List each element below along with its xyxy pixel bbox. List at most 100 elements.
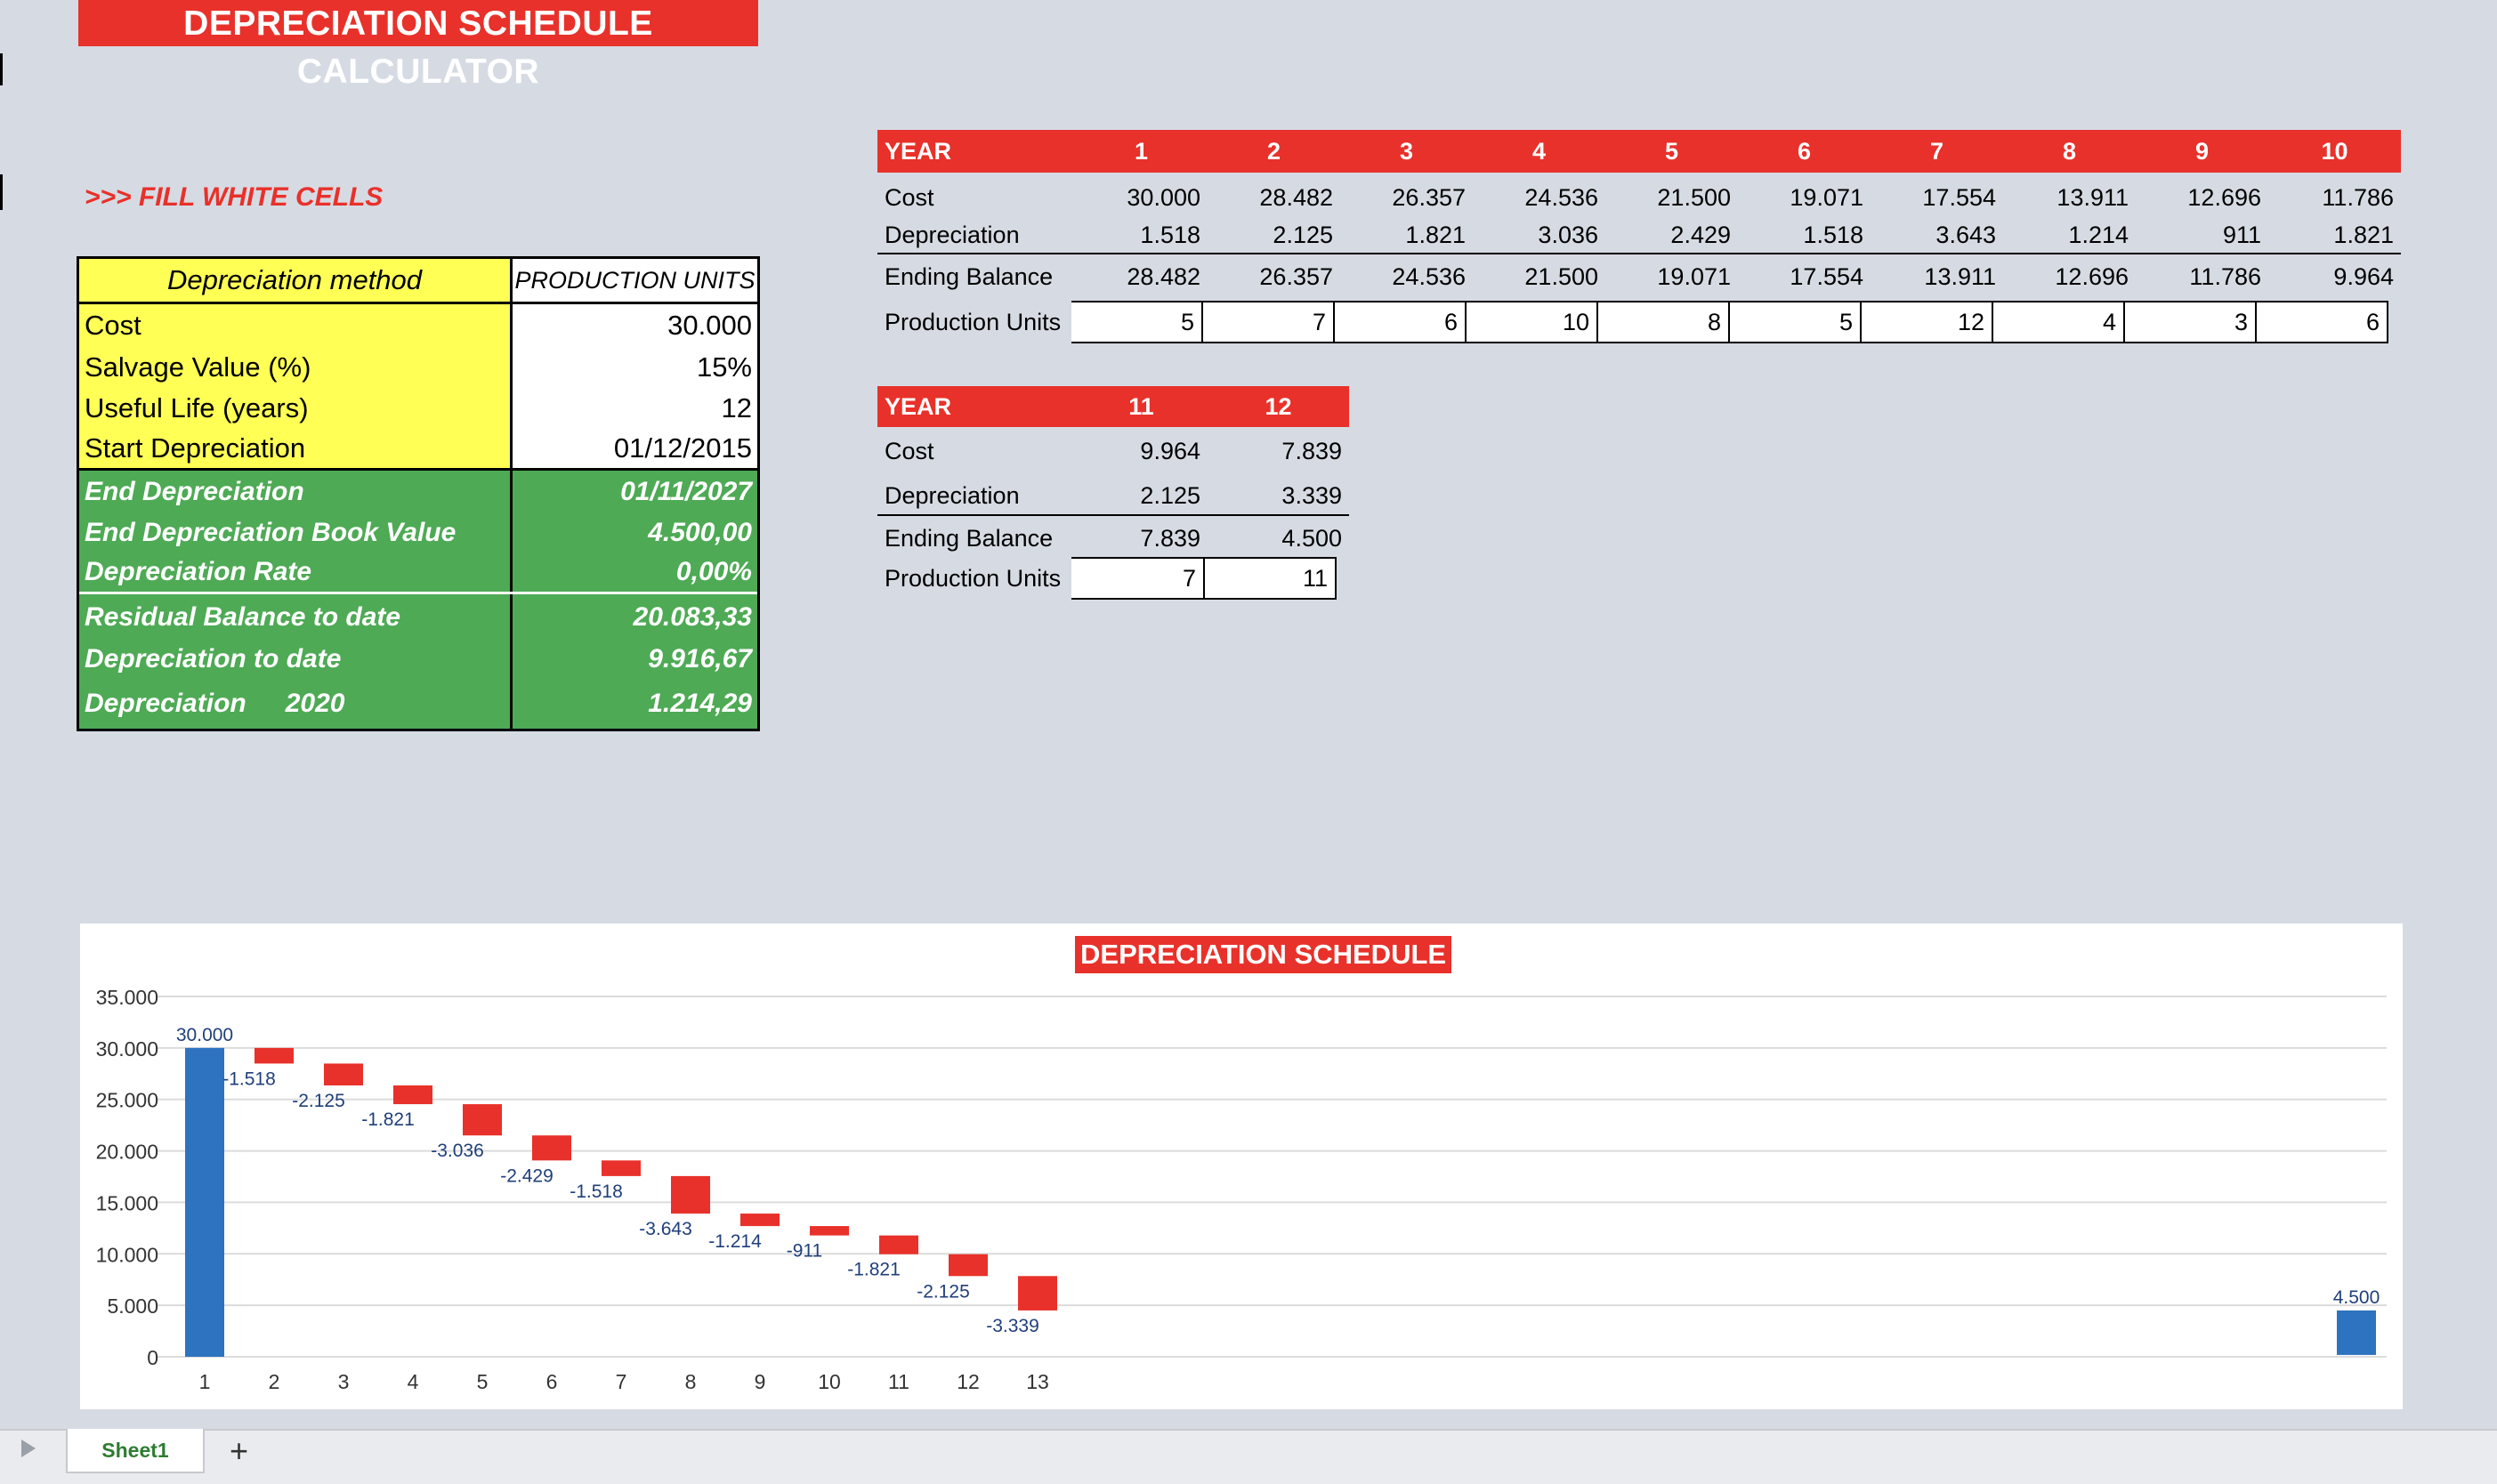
year-cell: 4 — [1531, 137, 1547, 165]
production-units-input[interactable]: 3 — [2125, 301, 2257, 343]
production-units-input[interactable]: 4 — [1993, 301, 2125, 343]
ending-balance-cell: 28.482 — [1127, 262, 1200, 290]
data-label: 4.500 — [2333, 1287, 2380, 1308]
production-units-input[interactable]: 10 — [1467, 301, 1598, 343]
year-cell: 11 — [1128, 392, 1154, 420]
dep-year-label-cell: Depreciation 2020 — [79, 679, 510, 729]
year-cell: 10 — [2321, 137, 2348, 165]
rate-label: Depreciation Rate — [79, 552, 510, 592]
year-cell: 1 — [1134, 137, 1149, 165]
depreciation-cell: 2.125 — [1273, 221, 1333, 248]
cost-cell: 19.071 — [1790, 183, 1863, 211]
y-tick-label: 5.000 — [107, 1294, 158, 1318]
start-input[interactable]: 01/12/2015 — [510, 429, 757, 468]
schedule-table-1: YEAR 1 2 3 4 5 6 7 8 9 10 Cost 30.000 28… — [877, 130, 2401, 343]
chart-bar — [532, 1135, 571, 1161]
fill-white-cells-note: >>> FILL WHITE CELLS — [85, 182, 384, 212]
production-units-input[interactable]: 12 — [1862, 301, 1993, 343]
x-tick-label: 1 — [199, 1370, 211, 1393]
cost-label: Cost — [885, 437, 934, 464]
dep-year: 2020 — [285, 689, 345, 718]
cost-cell: 12.696 — [2187, 183, 2261, 211]
depreciation-cell: 1.518 — [1803, 221, 1863, 248]
year-cell: 9 — [2194, 137, 2210, 165]
y-tick-label: 15.000 — [96, 1191, 158, 1214]
page-title: DEPRECIATION SCHEDULE CALCULATOR — [78, 0, 758, 91]
year-cell: 7 — [1929, 137, 1944, 165]
production-units-input[interactable]: 6 — [1335, 301, 1467, 343]
method-input[interactable]: PRODUCTION UNITS — [510, 259, 757, 302]
life-input[interactable]: 12 — [510, 388, 757, 429]
depreciation-cell: 911 — [2222, 221, 2261, 248]
sheet-tab-sheet1[interactable]: Sheet1 — [66, 1429, 205, 1473]
x-tick-label: 13 — [1026, 1370, 1049, 1393]
chart-bar — [879, 1235, 918, 1254]
cost-cell: 7.839 — [1281, 437, 1342, 464]
residual-row: Residual Balance to date 20.083,33 — [79, 594, 757, 640]
ending-balance-cell: 19.071 — [1657, 262, 1731, 290]
add-sheet-button[interactable]: + — [230, 1432, 249, 1469]
cost-cell: 24.536 — [1524, 183, 1598, 211]
depreciation-label: Depreciation — [885, 221, 1020, 248]
production-units-input[interactable]: 7 — [1203, 301, 1335, 343]
ending-balance-cell: 17.554 — [1790, 262, 1863, 290]
data-label: -1.214 — [708, 1231, 762, 1252]
residual-label: Residual Balance to date — [79, 594, 510, 640]
end-book-row: End Depreciation Book Value 4.500,00 — [79, 512, 757, 552]
y-tick-label: 25.000 — [96, 1089, 158, 1112]
dep-to-date-row: Depreciation to date 9.916,67 — [79, 640, 757, 679]
dep-year-value: 1.214,29 — [510, 679, 757, 729]
production-units-label: Production Units — [885, 564, 1062, 592]
depreciation-label: Depreciation — [885, 481, 1020, 509]
y-tick-label: 10.000 — [96, 1243, 158, 1266]
production-units-input[interactable]: 8 — [1598, 301, 1730, 343]
x-tick-label: 5 — [477, 1370, 489, 1393]
ending-balance-cell: 12.696 — [2055, 262, 2129, 290]
year-cell: 5 — [1664, 137, 1679, 165]
year-cell: 8 — [2062, 137, 2077, 165]
cost-row: Cost 30.000 — [79, 304, 757, 346]
cost-input[interactable]: 30.000 — [510, 304, 757, 346]
cost-row: Cost 30.000 28.482 26.357 24.536 21.500 … — [877, 180, 2401, 215]
data-label: -3.036 — [431, 1141, 484, 1161]
chart-bar — [393, 1085, 432, 1105]
start-row: Start Depreciation 01/12/2015 — [79, 429, 757, 471]
chart-bar — [810, 1226, 849, 1236]
cost-row: Cost 9.964 7.839 — [877, 432, 1349, 470]
ending-balance-row: Ending Balance 28.482 26.357 24.536 21.5… — [877, 258, 2401, 295]
method-row: Depreciation method PRODUCTION UNITS — [79, 259, 757, 304]
ending-balance-cell: 26.357 — [1259, 262, 1333, 290]
scroll-left-icon[interactable] — [21, 1440, 36, 1457]
data-label: -3.643 — [639, 1219, 692, 1239]
x-tick-label: 3 — [338, 1370, 350, 1393]
chart-title: DEPRECIATION SCHEDULE — [1075, 936, 1452, 973]
production-units-input[interactable]: 11 — [1205, 557, 1337, 600]
chart-bar-final — [2337, 1310, 2376, 1355]
data-label: -2.125 — [292, 1091, 345, 1111]
depreciation-cell: 2.429 — [1670, 221, 1731, 248]
x-tick-label: 8 — [685, 1370, 697, 1393]
input-table: Depreciation method PRODUCTION UNITS Cos… — [77, 256, 760, 731]
production-units-input[interactable]: 5 — [1071, 301, 1203, 343]
data-label: 30.000 — [176, 1025, 233, 1045]
dep-to-date-value: 9.916,67 — [510, 640, 757, 679]
end-dep-value: 01/11/2027 — [510, 471, 757, 512]
year-cell: 12 — [1265, 392, 1292, 420]
dep-year-label: Depreciation — [85, 689, 246, 718]
life-row: Useful Life (years) 12 — [79, 388, 757, 429]
method-label: Depreciation method — [79, 259, 510, 302]
x-tick-label: 2 — [269, 1370, 280, 1393]
chart-canvas: 0 5.000 10.000 15.000 20.000 25.000 30.000 35.0… — [96, 986, 2387, 1393]
sheet-tab-bar — [0, 1429, 2497, 1484]
end-dep-row: End Depreciation 01/11/2027 — [79, 471, 757, 512]
production-units-input[interactable]: 7 — [1071, 557, 1205, 600]
salvage-input[interactable]: 15% — [510, 346, 757, 388]
production-units-input[interactable]: 5 — [1730, 301, 1862, 343]
depreciation-chart[interactable]: 0 5.000 10.000 15.000 20.000 25.000 30.000 35.0… — [80, 923, 2403, 1409]
depreciation-cell: 1.821 — [2333, 221, 2394, 248]
data-label: -2.125 — [917, 1281, 970, 1302]
production-units-input[interactable]: 6 — [2257, 301, 2388, 343]
depreciation-cell: 3.643 — [1935, 221, 1996, 248]
cell-cursor-mark — [0, 53, 3, 85]
y-tick-label: 0 — [147, 1346, 158, 1369]
